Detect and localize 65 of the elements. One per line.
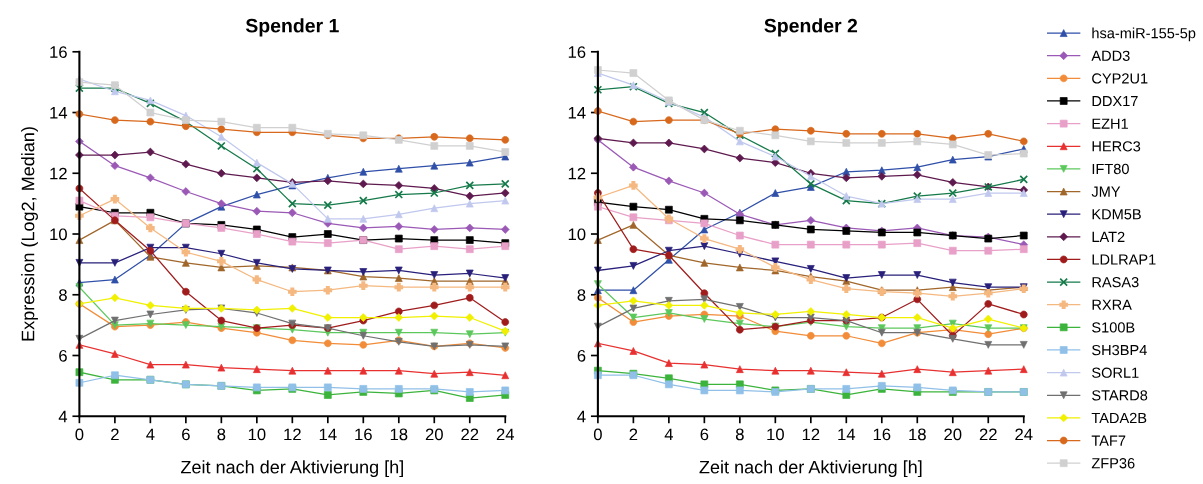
y-tick-label: 14 bbox=[50, 107, 68, 119]
legend-label: RASA3 bbox=[1092, 277, 1139, 288]
x-tick-label: 18 bbox=[390, 428, 408, 441]
x-tick-label: 10 bbox=[767, 428, 784, 441]
x-tick-label: 12 bbox=[284, 428, 301, 441]
x-tick-label: 22 bbox=[979, 428, 997, 441]
y-tick-label: 16 bbox=[568, 46, 586, 58]
legend-label: KDM5B bbox=[1092, 209, 1141, 220]
x-axis-title: Zeit nach der Aktivierung [h] bbox=[699, 460, 922, 478]
x-tick-label: 10 bbox=[248, 428, 266, 441]
legend-label: CYP2U1 bbox=[1092, 73, 1148, 84]
legend-label: hsa-miR-155-5p bbox=[1092, 27, 1196, 42]
x-tick-label: 16 bbox=[873, 428, 891, 441]
x-tick-label: 16 bbox=[355, 428, 372, 441]
y-tick-label: 4 bbox=[577, 410, 586, 423]
chart-title: Spender 1 bbox=[245, 18, 339, 37]
legend-label: SORL1 bbox=[1092, 367, 1139, 378]
legend-label: STARD8 bbox=[1092, 390, 1148, 401]
x-tick-label: 14 bbox=[319, 428, 337, 441]
x-tick-label: 12 bbox=[802, 428, 820, 441]
legend-label: LAT2 bbox=[1092, 231, 1125, 242]
x-tick-label: 18 bbox=[909, 428, 926, 441]
y-tick-label: 12 bbox=[568, 167, 586, 180]
x-tick-label: 24 bbox=[1015, 428, 1033, 441]
y-tick-label: 14 bbox=[568, 107, 586, 119]
legend-label: ZFP36 bbox=[1091, 458, 1135, 469]
y-tick-label: 10 bbox=[568, 228, 586, 241]
x-tick-label: 6 bbox=[700, 428, 709, 441]
x-tick-label: 20 bbox=[944, 428, 962, 441]
legend-label: HERC3 bbox=[1092, 141, 1141, 152]
legend-label: IFT80 bbox=[1092, 163, 1129, 175]
legend-label: RXRA bbox=[1092, 299, 1132, 310]
y-tick-label: 8 bbox=[59, 289, 67, 301]
legend-label: TAF7 bbox=[1091, 435, 1126, 446]
x-axis-title: Zeit nach der Aktivierung [h] bbox=[181, 460, 403, 478]
x-tick-label: 8 bbox=[735, 428, 744, 441]
y-tick-label: 16 bbox=[50, 46, 67, 58]
legend-label: S100B bbox=[1092, 322, 1135, 333]
y-tick-label: 4 bbox=[58, 410, 68, 423]
legend-label: JMY bbox=[1091, 186, 1121, 197]
legend-label: TADA2B bbox=[1091, 412, 1147, 423]
x-tick-label: 4 bbox=[664, 428, 674, 441]
y-tick-label: 12 bbox=[50, 167, 67, 180]
x-tick-label: 2 bbox=[629, 428, 638, 441]
chart-title: Spender 2 bbox=[764, 18, 858, 37]
legend-label: EZH1 bbox=[1092, 118, 1128, 129]
y-axis-title: Expression (Log2, Median) bbox=[21, 127, 38, 341]
x-tick-label: 0 bbox=[75, 428, 84, 441]
legend-label: DDX17 bbox=[1092, 96, 1138, 107]
y-tick-label: 6 bbox=[59, 349, 67, 362]
legend-label: LDLRAP1 bbox=[1092, 254, 1156, 265]
x-tick-label: 0 bbox=[593, 428, 602, 441]
legend-label: SH3BP4 bbox=[1092, 344, 1147, 356]
y-tick-label: 6 bbox=[577, 349, 586, 362]
x-tick-label: 2 bbox=[111, 428, 119, 441]
x-tick-label: 22 bbox=[461, 428, 479, 441]
legend-label: ADD3 bbox=[1091, 50, 1130, 61]
x-tick-label: 6 bbox=[182, 428, 190, 441]
x-tick-label: 14 bbox=[838, 428, 856, 441]
x-tick-label: 4 bbox=[146, 428, 155, 441]
x-tick-label: 8 bbox=[217, 428, 226, 441]
y-tick-label: 10 bbox=[50, 228, 67, 241]
x-tick-label: 20 bbox=[425, 428, 443, 441]
x-tick-label: 24 bbox=[496, 428, 515, 441]
y-tick-label: 8 bbox=[577, 289, 586, 301]
